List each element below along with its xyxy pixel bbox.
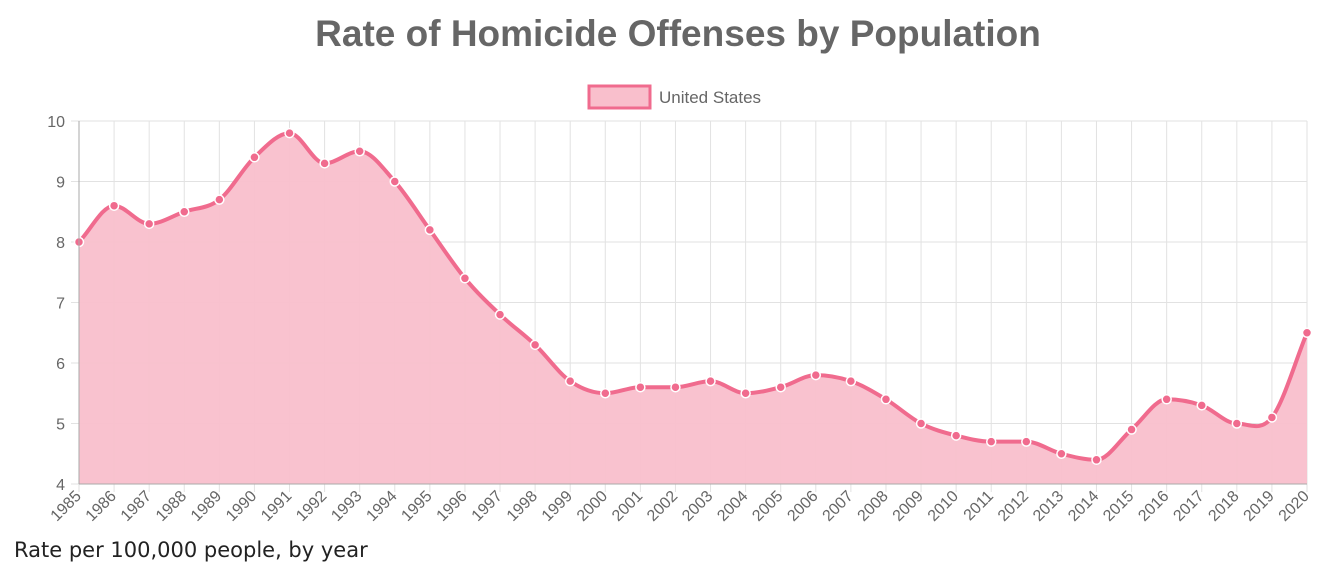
series-area-united-states [79,133,1307,484]
data-point [143,218,155,230]
data-point [424,224,436,236]
x-tick-label: 1997 [469,488,506,525]
plot-area [73,127,1313,484]
x-tick-label: 2004 [714,488,751,525]
x-tick-label: 2007 [820,488,857,525]
data-point [740,388,751,399]
data-point [494,309,506,320]
data-point [1056,448,1067,459]
x-tick-label: 2014 [1065,488,1102,525]
x-tick-label: 2013 [1030,488,1067,525]
data-point [810,369,822,381]
chart-caption: Rate per 100,000 people, by year [14,538,368,562]
data-point [1126,424,1137,435]
x-tick-label: 2001 [609,488,646,525]
legend[interactable]: United States [587,84,761,110]
x-tick-label: 2015 [1100,488,1137,525]
data-point [108,200,120,211]
data-point [950,430,962,441]
data-point [529,339,541,351]
y-tick-label: 7 [56,296,65,313]
x-tick-label: 2008 [855,488,892,525]
x-tick-label: 1986 [83,488,120,525]
data-point [845,375,857,387]
data-point [389,176,401,187]
data-point [670,381,681,393]
x-tick-label: 2005 [749,488,786,525]
legend-swatch[interactable] [587,84,652,110]
data-point [600,388,611,399]
x-tick-label: 2006 [784,488,821,525]
data-point [564,375,576,387]
data-point [1231,418,1243,429]
y-tick-label: 6 [56,356,65,373]
x-tick-label: 2012 [995,488,1032,525]
x-tick-label: 1988 [153,488,190,525]
x-tick-label: 1985 [48,488,85,525]
data-point [214,194,225,205]
x-tick-label: 1990 [223,488,260,525]
x-tick-label: 1987 [118,488,155,525]
legend-label[interactable]: United States [659,88,761,107]
data-point [880,394,892,405]
data-point [249,152,260,163]
chart-title: Rate of Homicide Offenses by Population [315,13,1041,54]
x-tick-label: 2000 [574,488,611,525]
x-tick-label: 2010 [925,488,962,525]
data-point [915,418,927,429]
x-tick-label: 2016 [1135,488,1172,525]
data-point [705,375,716,387]
x-tick-label: 1991 [258,488,295,525]
data-point [1091,454,1102,466]
x-tick-label: 2020 [1276,488,1313,525]
data-point [985,436,997,447]
x-tick-label: 2011 [961,488,997,524]
x-tick-label: 2018 [1205,488,1242,525]
data-point [354,146,365,157]
data-point [635,381,646,393]
data-point [1161,394,1172,405]
x-tick-label: 1999 [539,488,576,525]
y-tick-label: 5 [56,417,65,434]
x-tick-label: 2009 [890,488,927,525]
data-point [1021,436,1032,447]
data-point [284,127,295,139]
x-tick-label: 1996 [434,488,471,525]
data-point [1266,412,1278,423]
x-tick-label: 1995 [398,488,435,525]
data-point [775,381,786,393]
data-point [1301,327,1313,338]
x-tick-label: 1994 [363,488,400,525]
x-tick-label: 1998 [504,488,541,525]
x-tick-label: 1992 [293,488,330,525]
x-tick-label: 2003 [679,488,716,525]
x-tick-label: 2017 [1170,488,1207,525]
x-tick-label: 2002 [644,488,681,525]
x-tick-label: 1989 [188,488,225,525]
x-tick-label: 1993 [328,488,365,525]
y-tick-label: 4 [56,477,65,494]
y-tick-label: 8 [56,235,65,252]
data-point [319,158,330,169]
y-tick-label: 10 [47,114,65,131]
data-point [459,273,471,284]
y-tick-label: 9 [56,175,65,192]
x-tick-label: 2019 [1241,488,1278,525]
data-point [179,206,190,217]
chart: Rate of Homicide Offenses by Population … [47,13,1313,525]
data-point [1196,400,1207,411]
